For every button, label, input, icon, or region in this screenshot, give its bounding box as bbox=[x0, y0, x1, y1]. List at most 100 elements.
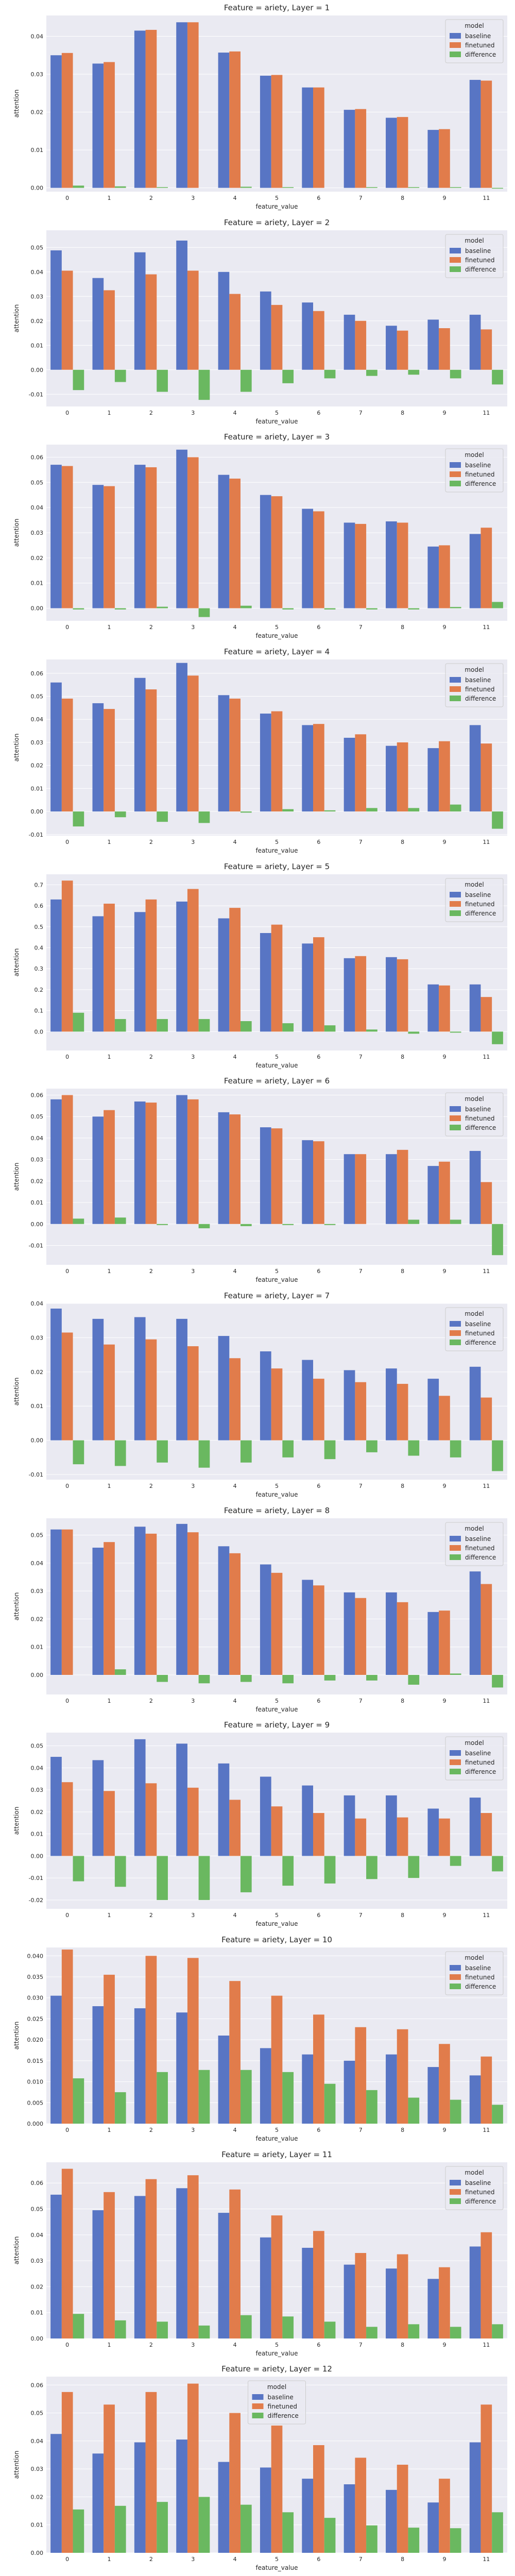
bar-finetuned-7 bbox=[355, 1382, 367, 1440]
bar-baseline-3 bbox=[176, 1095, 187, 1225]
bar-baseline-8 bbox=[386, 325, 397, 370]
x-tick-label: 5 bbox=[275, 2127, 279, 2133]
x-tick-label: 11 bbox=[483, 839, 490, 845]
y-tick-label: -0.01 bbox=[29, 832, 43, 838]
legend-title: model bbox=[465, 666, 484, 673]
bar-baseline-5 bbox=[260, 714, 271, 812]
chart-title: Feature = ariety, Layer = 2 bbox=[224, 218, 330, 227]
x-tick-label: 7 bbox=[359, 624, 363, 631]
bar-finetuned-3 bbox=[187, 1958, 199, 2124]
bar-finetuned-11 bbox=[480, 1182, 492, 1225]
bar-baseline-5 bbox=[260, 75, 271, 188]
bar-finetuned-6 bbox=[313, 87, 324, 188]
bar-finetuned-7 bbox=[355, 320, 367, 370]
bar-finetuned-7 bbox=[355, 1598, 367, 1675]
x-axis-label: feature_value bbox=[255, 1062, 298, 1069]
x-tick-label: 0 bbox=[65, 2127, 69, 2133]
y-tick-label: -0.01 bbox=[29, 1243, 43, 1249]
legend-swatch-baseline bbox=[450, 1321, 461, 1327]
bar-difference-2 bbox=[157, 2072, 168, 2124]
bar-baseline-3 bbox=[176, 2439, 187, 2553]
legend: model baseline finetuned difference bbox=[445, 1736, 504, 1781]
bar-baseline-6 bbox=[302, 2479, 314, 2553]
x-tick-label: 0 bbox=[65, 1698, 69, 1704]
x-tick-label: 2 bbox=[149, 195, 153, 201]
x-tick-label: 4 bbox=[233, 410, 237, 416]
y-tick-label: 0.1 bbox=[35, 1007, 44, 1014]
y-tick-label: 0.05 bbox=[31, 2410, 44, 2417]
x-tick-label: 2 bbox=[149, 2127, 153, 2133]
bar-difference-4 bbox=[240, 2315, 252, 2338]
bar-baseline-0 bbox=[50, 2194, 62, 2338]
legend: model baseline finetuned difference bbox=[445, 19, 504, 63]
x-tick-label: 2 bbox=[149, 1054, 153, 1060]
bar-baseline-4 bbox=[218, 1764, 230, 1856]
bar-finetuned-9 bbox=[439, 985, 450, 1032]
y-tick-label: 0.00 bbox=[31, 808, 44, 815]
y-tick-label: 0.05 bbox=[31, 1532, 44, 1538]
bar-baseline-6 bbox=[302, 302, 314, 370]
bar-baseline-5 bbox=[260, 1564, 271, 1675]
bar-difference-8 bbox=[408, 2324, 420, 2338]
bar-difference-4 bbox=[240, 606, 252, 608]
bar-finetuned-4 bbox=[229, 1553, 241, 1675]
bar-baseline-8 bbox=[386, 745, 397, 812]
bar-difference-3 bbox=[198, 1019, 210, 1032]
bar-finetuned-1 bbox=[104, 903, 115, 1032]
bar-baseline-5 bbox=[260, 495, 271, 608]
y-tick-label: 0.3 bbox=[35, 965, 44, 972]
bar-baseline-7 bbox=[344, 110, 355, 188]
legend-swatch-baseline bbox=[450, 247, 461, 253]
y-tick-label: 0.00 bbox=[31, 605, 44, 612]
y-tick-label: 0.01 bbox=[31, 1643, 44, 1650]
y-tick-label: 0.00 bbox=[31, 1437, 44, 1444]
y-tick-label: 0.035 bbox=[27, 1974, 44, 1980]
bar-difference-5 bbox=[282, 2072, 294, 2124]
legend-swatch-finetuned bbox=[450, 1974, 461, 1980]
bar-finetuned-4 bbox=[229, 1800, 241, 1856]
legend: model baseline finetuned difference bbox=[445, 878, 504, 922]
bar-baseline-1 bbox=[92, 2006, 104, 2124]
x-tick-label: 7 bbox=[359, 1698, 363, 1704]
bar-baseline-6 bbox=[302, 1580, 314, 1675]
bar-difference-2 bbox=[157, 1674, 168, 1682]
x-tick-label: 4 bbox=[233, 2127, 237, 2133]
x-tick-label: 7 bbox=[359, 195, 363, 201]
bar-baseline-3 bbox=[176, 240, 187, 370]
bar-finetuned-9 bbox=[439, 545, 450, 608]
chart-title: Feature = ariety, Layer = 8 bbox=[224, 1506, 330, 1515]
chart-layer-10: 0.000 0.005 0.010 0.015 0.020 0.025 0.030 0.035… bbox=[13, 1935, 507, 2142]
x-tick-label: 1 bbox=[108, 624, 111, 631]
legend-label-difference: difference bbox=[465, 910, 496, 917]
bar-difference-1 bbox=[114, 1019, 126, 1032]
bar-finetuned-6 bbox=[313, 724, 324, 812]
x-axis-label: feature_value bbox=[255, 2564, 298, 2571]
x-tick-label: 5 bbox=[275, 1268, 279, 1275]
bar-baseline-9 bbox=[427, 984, 439, 1032]
y-axis-label: attention bbox=[13, 304, 20, 332]
bar-finetuned-2 bbox=[145, 1533, 157, 1675]
legend-title: model bbox=[465, 451, 484, 459]
bar-baseline-5 bbox=[260, 1351, 271, 1440]
bar-difference-9 bbox=[450, 369, 461, 379]
bar-finetuned-11 bbox=[480, 996, 492, 1032]
bar-difference-1 bbox=[114, 608, 126, 610]
chart-layer-2: -0.01 0.00 0.01 0.02 0.03 0.04 0.05 0 1 2 3 4 5 6 7 8 9 1… bbox=[13, 218, 507, 425]
bar-difference-3 bbox=[198, 1224, 210, 1229]
chart-title: Feature = ariety, Layer = 7 bbox=[224, 1291, 330, 1300]
bar-difference-5 bbox=[282, 1224, 294, 1226]
bar-finetuned-11 bbox=[480, 528, 492, 608]
x-tick-label: 5 bbox=[275, 1698, 279, 1704]
y-tick-label: -0.01 bbox=[29, 391, 43, 398]
bar-baseline-5 bbox=[260, 1127, 271, 1225]
bar-difference-0 bbox=[73, 2510, 84, 2553]
x-tick-label: 8 bbox=[401, 1054, 404, 1060]
legend: model baseline finetuned difference bbox=[445, 234, 504, 278]
bar-baseline-9 bbox=[427, 2502, 439, 2553]
bar-difference-4 bbox=[240, 1224, 252, 1227]
bar-difference-4 bbox=[240, 811, 252, 813]
bar-difference-6 bbox=[324, 1440, 336, 1460]
bar-baseline-2 bbox=[134, 911, 146, 1032]
bar-difference-5 bbox=[282, 608, 294, 610]
